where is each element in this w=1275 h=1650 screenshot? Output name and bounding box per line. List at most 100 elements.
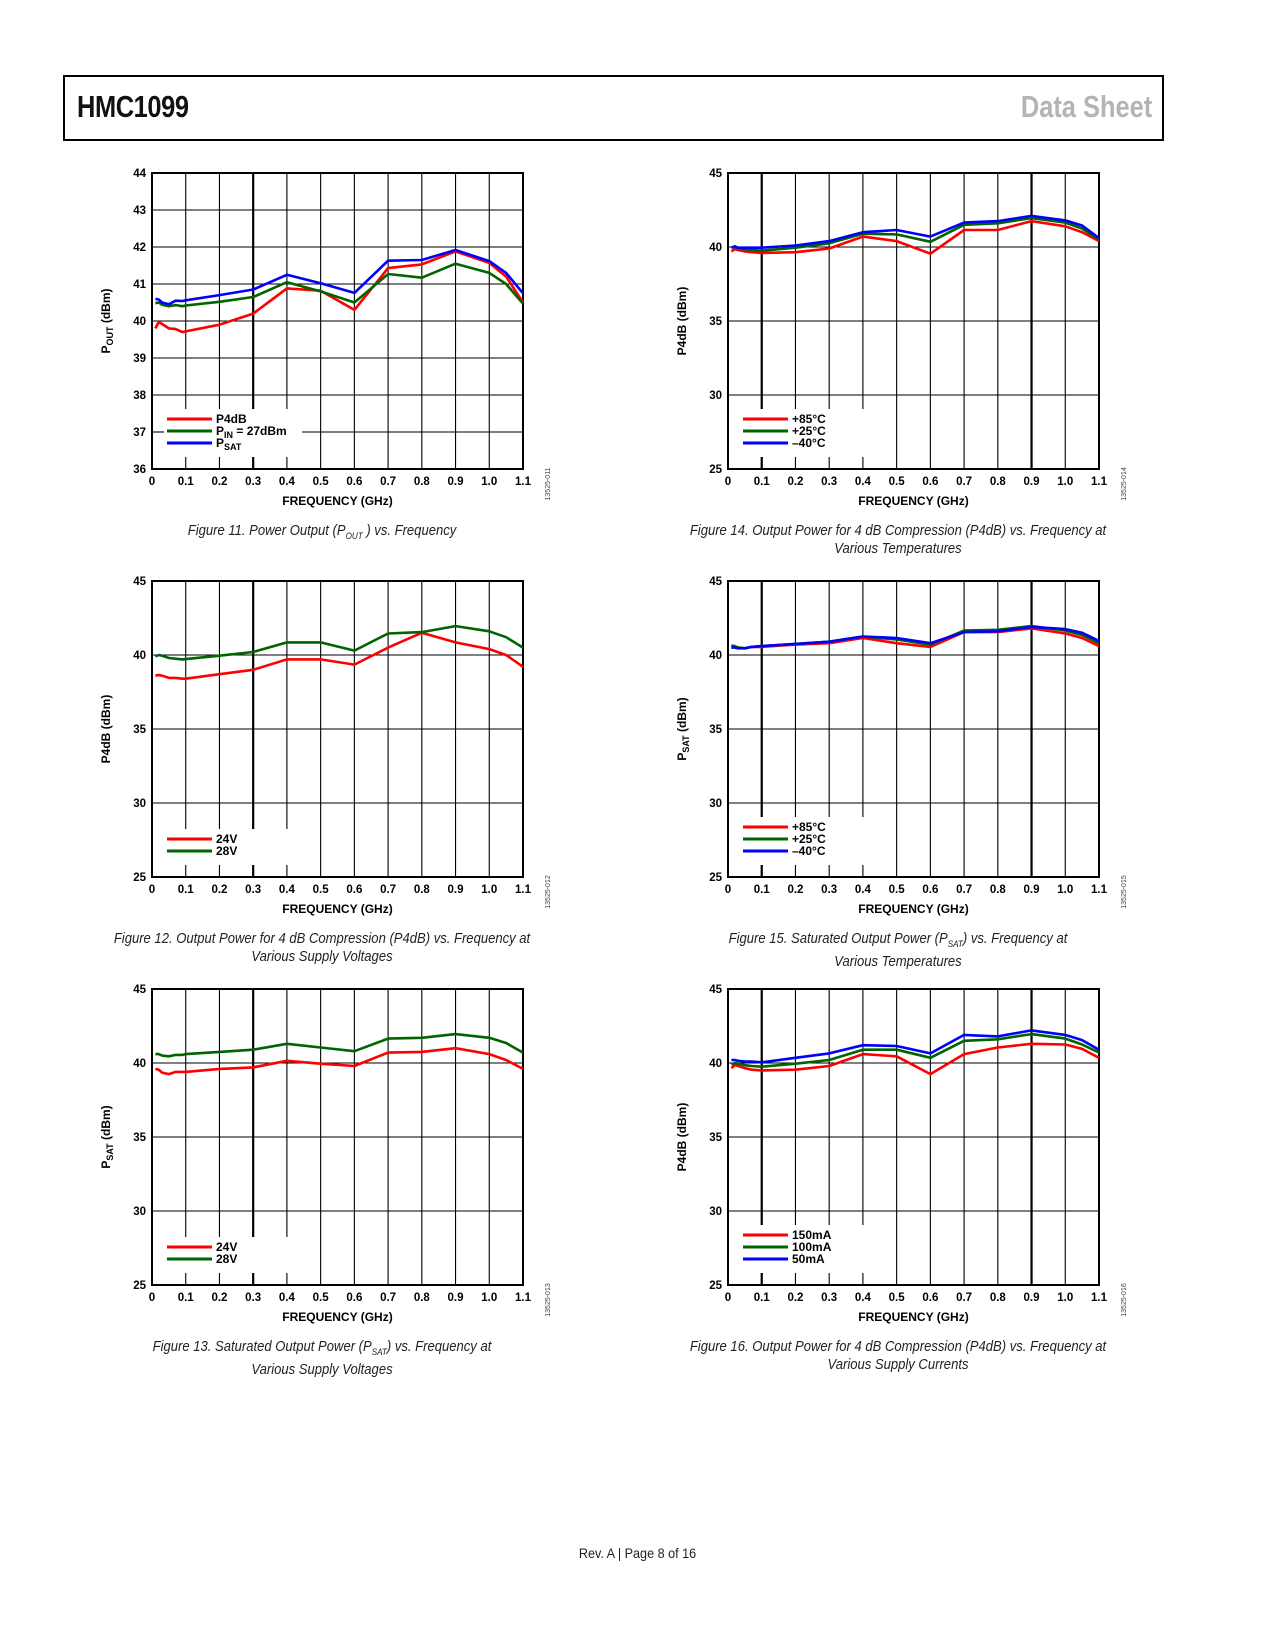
legend-label: +25°C (792, 832, 826, 846)
x-tick-label: 0.2 (211, 476, 227, 488)
plot-frame (151, 172, 524, 470)
chart-svg: 0 0.1 0.2 0.3 0.4 0.5 0.6 0.7 0.8 0.9 1.0 1.1 36 37 38… (99, 168, 552, 508)
y-tick-label: 30 (133, 1206, 146, 1218)
x-tick-label: 0.5 (889, 884, 906, 896)
y-tick-label: 30 (709, 798, 722, 810)
plot-frame (727, 172, 1100, 470)
figure-caption: Figure 14. Output Power for 4 dB Compres… (689, 523, 1107, 557)
series-line-1 (155, 1046, 524, 1076)
series-line-3 (730, 214, 1100, 249)
y-tick-label: 35 (709, 1132, 722, 1144)
y-tick-label: 39 (133, 353, 146, 365)
x-tick-label: 0.3 (245, 1292, 261, 1304)
x-tick-label: 0 (149, 476, 155, 488)
y-tick-label: 35 (709, 724, 722, 736)
x-tick-label: 0.2 (211, 1292, 227, 1304)
series-line-2 (730, 1032, 1100, 1068)
legend-label: +25°C (792, 424, 826, 438)
y-tick-label: 25 (133, 872, 146, 884)
y-tick-label: 45 (133, 984, 146, 996)
x-tick-label: 0 (725, 1292, 731, 1304)
y-axis-label: POUT (dBm) (99, 288, 115, 353)
x-tick-label: 0.8 (990, 884, 1007, 896)
figure-id: 13525-016 (1121, 1283, 1128, 1317)
x-tick-label: 0.9 (448, 884, 464, 896)
y-tick-label: 45 (709, 576, 722, 588)
x-tick-label: 0.6 (346, 1292, 362, 1304)
y-tick-label: 45 (709, 984, 722, 996)
x-axis-label: FREQUENCY (GHz) (858, 494, 968, 508)
y-tick-label: 35 (709, 316, 722, 328)
chart-svg: 0 0.1 0.2 0.3 0.4 0.5 0.6 0.7 0.8 0.9 1.0 1.1 25 30 35… (675, 576, 1128, 916)
y-tick-label: 45 (709, 168, 722, 180)
plot-frame (151, 988, 524, 1286)
x-tick-label: 0.9 (1024, 1292, 1040, 1304)
x-tick-label: 1.0 (1057, 476, 1073, 488)
x-tick-label: 0.1 (754, 884, 771, 896)
x-tick-label: 0.1 (178, 1292, 195, 1304)
figure-id: 13525-013 (545, 1283, 552, 1317)
series-line-2 (154, 624, 524, 661)
x-tick-label: 0 (725, 884, 731, 896)
y-tick-label: 45 (133, 576, 146, 588)
y-axis-label: P4dB (dBm) (675, 1103, 689, 1172)
x-tick-label: 0.5 (313, 1292, 330, 1304)
x-tick-label: 0.7 (956, 476, 972, 488)
x-tick-label: 0 (149, 1292, 155, 1304)
x-tick-label: 0.6 (922, 476, 938, 488)
x-tick-label: 1.1 (1091, 884, 1108, 896)
y-axis-label: PSAT (dBm) (675, 697, 691, 760)
series-line-3 (731, 1029, 1100, 1064)
x-tick-label: 1.1 (515, 476, 532, 488)
legend-label: 24V (216, 832, 237, 846)
x-tick-label: 0.5 (313, 884, 330, 896)
x-tick-label: 0.6 (346, 884, 362, 896)
y-axis-label: P4dB (dBm) (675, 287, 689, 356)
x-tick-label: 0.8 (990, 476, 1007, 488)
y-tick-label: 38 (133, 390, 146, 402)
chart-fig15: 0 0.1 0.2 0.3 0.4 0.5 0.6 0.7 0.8 0.9 1.0 1.1 25 30 35… (658, 561, 1138, 981)
series-line-3 (155, 248, 525, 306)
series-line-1 (155, 631, 524, 680)
x-tick-label: 0.5 (889, 476, 906, 488)
x-tick-label: 0.8 (414, 1292, 431, 1304)
legend-label: +85°C (792, 820, 826, 834)
y-tick-label: 25 (709, 464, 722, 476)
x-tick-label: 0.3 (821, 476, 837, 488)
x-tick-label: 0.4 (279, 884, 296, 896)
figure-caption: Figure 13. Saturated Output Power (PSAT)… (152, 1339, 492, 1378)
x-tick-label: 0.3 (245, 476, 261, 488)
x-tick-label: 0.4 (855, 476, 872, 488)
x-tick-label: 0.5 (889, 1292, 906, 1304)
legend-label: +85°C (792, 412, 826, 426)
x-tick-label: 0.7 (380, 1292, 396, 1304)
plot-frame (151, 580, 524, 878)
x-tick-label: 0.6 (346, 476, 362, 488)
x-tick-label: 1.1 (1091, 1292, 1108, 1304)
x-tick-label: 0.9 (448, 1292, 464, 1304)
series-line-1 (154, 250, 525, 334)
series-line-1 (730, 1042, 1100, 1076)
y-tick-label: 35 (133, 1132, 146, 1144)
series-line-2 (155, 1032, 524, 1058)
x-tick-label: 0.3 (821, 1292, 837, 1304)
x-tick-label: 1.0 (1057, 884, 1073, 896)
x-tick-label: 0.9 (1024, 884, 1040, 896)
legend-label: 24V (216, 1240, 237, 1254)
y-tick-label: 25 (133, 1280, 146, 1292)
legend-label: P4dB (216, 412, 247, 426)
chart-fig12: 0 0.1 0.2 0.3 0.4 0.5 0.6 0.7 0.8 0.9 1.0 1.1 25 30 35… (82, 561, 562, 981)
figure-id: 13525-011 (545, 467, 552, 500)
x-tick-label: 1.1 (515, 1292, 532, 1304)
x-tick-label: 0.8 (990, 1292, 1007, 1304)
figure-id: 13525-015 (1121, 875, 1128, 909)
chart-svg: 0 0.1 0.2 0.3 0.4 0.5 0.6 0.7 0.8 0.9 1.0 1.1 25 30 35… (675, 168, 1128, 508)
x-tick-label: 0 (725, 476, 731, 488)
y-tick-label: 25 (709, 872, 722, 884)
x-axis-label: FREQUENCY (GHz) (282, 1310, 392, 1324)
x-tick-label: 0.3 (821, 884, 837, 896)
y-tick-label: 30 (709, 1206, 722, 1218)
y-tick-label: 30 (709, 390, 722, 402)
series-line-3 (731, 625, 1100, 650)
y-tick-label: 40 (133, 316, 146, 328)
